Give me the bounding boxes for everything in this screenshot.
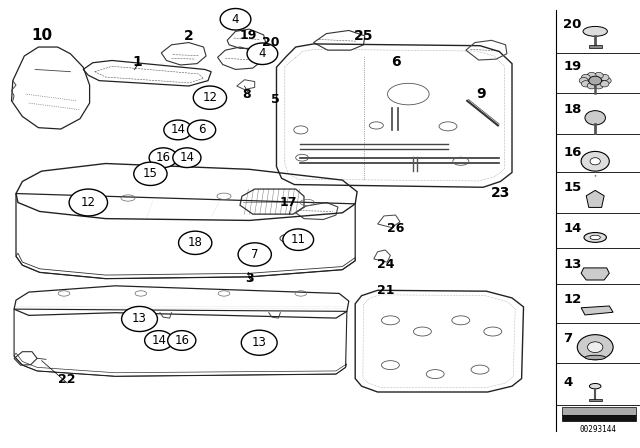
Polygon shape	[581, 268, 609, 280]
Text: 23: 23	[491, 185, 510, 200]
Text: 6: 6	[390, 55, 401, 69]
Text: 19: 19	[239, 29, 257, 43]
Circle shape	[588, 342, 603, 353]
Text: 21: 21	[377, 284, 395, 297]
Ellipse shape	[583, 26, 607, 36]
Polygon shape	[581, 306, 613, 315]
Circle shape	[145, 331, 173, 350]
Circle shape	[600, 74, 609, 81]
Text: 20: 20	[262, 36, 280, 49]
Circle shape	[581, 81, 590, 87]
Circle shape	[193, 86, 227, 109]
Text: 14: 14	[563, 222, 582, 235]
Circle shape	[220, 9, 251, 30]
Circle shape	[247, 43, 278, 65]
Text: 12: 12	[563, 293, 582, 306]
Text: 19: 19	[563, 60, 582, 73]
Text: 16: 16	[156, 151, 171, 164]
Circle shape	[589, 76, 602, 85]
Text: 14: 14	[179, 151, 195, 164]
Circle shape	[164, 120, 192, 140]
Circle shape	[595, 73, 604, 79]
Circle shape	[168, 331, 196, 350]
Text: 2: 2	[184, 29, 194, 43]
Text: 12: 12	[202, 91, 218, 104]
Text: 13: 13	[132, 312, 147, 326]
Text: 9: 9	[476, 87, 486, 101]
Circle shape	[579, 78, 588, 84]
Circle shape	[134, 162, 167, 185]
Bar	[562, 407, 636, 415]
Circle shape	[283, 229, 314, 250]
Text: 17: 17	[279, 196, 297, 209]
Text: 4: 4	[563, 376, 572, 389]
Text: 16: 16	[563, 146, 582, 159]
Polygon shape	[586, 190, 604, 207]
Circle shape	[600, 81, 609, 87]
Text: 15: 15	[143, 167, 158, 181]
Text: 7: 7	[563, 332, 572, 345]
Text: 4: 4	[232, 13, 239, 26]
Text: 13: 13	[563, 258, 582, 271]
Circle shape	[179, 231, 212, 254]
Ellipse shape	[584, 233, 607, 242]
Text: 6: 6	[198, 123, 205, 137]
Text: 10: 10	[31, 28, 52, 43]
Text: 22: 22	[58, 373, 76, 387]
Circle shape	[122, 306, 157, 332]
Text: 15: 15	[563, 181, 582, 194]
Circle shape	[587, 73, 596, 79]
Text: 3: 3	[245, 272, 254, 285]
Ellipse shape	[585, 355, 605, 360]
Text: 7: 7	[251, 248, 259, 261]
Circle shape	[590, 158, 600, 165]
Bar	[562, 415, 636, 421]
Text: 11: 11	[291, 233, 306, 246]
Circle shape	[595, 82, 604, 89]
Text: 24: 24	[377, 258, 395, 271]
Text: 12: 12	[81, 196, 96, 209]
Circle shape	[602, 78, 611, 84]
Text: 25: 25	[354, 29, 373, 43]
Text: 13: 13	[252, 336, 267, 349]
Text: 18: 18	[188, 236, 203, 250]
Text: 18: 18	[563, 103, 582, 116]
Text: 16: 16	[174, 334, 189, 347]
Circle shape	[241, 330, 277, 355]
Bar	[589, 399, 602, 401]
Text: 14: 14	[151, 334, 166, 347]
Text: 14: 14	[170, 123, 186, 137]
Text: 1: 1	[132, 55, 143, 69]
Text: 8: 8	[242, 87, 251, 101]
Text: 4: 4	[259, 47, 266, 60]
Circle shape	[577, 335, 613, 360]
Ellipse shape	[589, 383, 601, 389]
Circle shape	[581, 74, 590, 81]
Circle shape	[581, 151, 609, 171]
Circle shape	[69, 189, 108, 216]
Ellipse shape	[590, 235, 600, 240]
Text: 5: 5	[271, 93, 280, 106]
Text: 00293144: 00293144	[580, 425, 617, 434]
Circle shape	[585, 111, 605, 125]
Text: 20: 20	[563, 18, 582, 31]
Circle shape	[173, 148, 201, 168]
Circle shape	[587, 82, 596, 89]
Bar	[589, 45, 602, 48]
Circle shape	[238, 243, 271, 266]
Circle shape	[149, 148, 177, 168]
Text: 26: 26	[387, 222, 404, 235]
Circle shape	[188, 120, 216, 140]
